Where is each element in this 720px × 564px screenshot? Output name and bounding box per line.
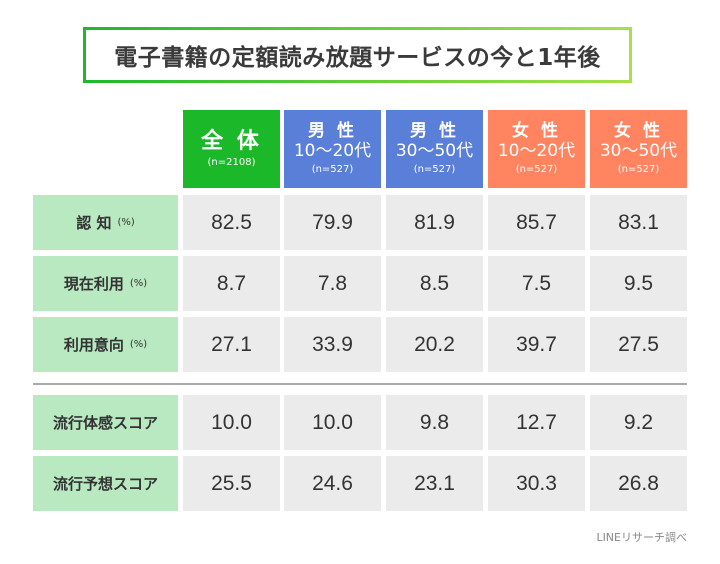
table-cell: 33.9 bbox=[284, 317, 381, 372]
table-cell: 82.5 bbox=[183, 195, 280, 250]
row-unit: (%) bbox=[117, 217, 135, 228]
column-sample-size: (n=527) bbox=[413, 164, 456, 176]
column-header: 男 性 10〜20代 (n=527) bbox=[284, 110, 381, 188]
column-header: 女 性 10〜20代 (n=527) bbox=[488, 110, 585, 188]
column-age-label: 10〜20代 bbox=[497, 140, 576, 161]
table-cell: 81.9 bbox=[386, 195, 483, 250]
divider bbox=[33, 383, 687, 385]
source-note: LINEリサーチ調べ bbox=[596, 531, 687, 544]
table-cell: 79.9 bbox=[284, 195, 381, 250]
table-cell: 7.5 bbox=[488, 256, 585, 311]
table-cell: 27.5 bbox=[590, 317, 687, 372]
table-cell: 26.8 bbox=[590, 456, 687, 511]
table-cell: 23.1 bbox=[386, 456, 483, 511]
table-cell: 9.8 bbox=[386, 395, 483, 450]
column-age-label: 30〜50代 bbox=[599, 140, 678, 161]
table-cell: 12.7 bbox=[488, 395, 585, 450]
row-label: 利用意向 (%) bbox=[33, 317, 178, 372]
column-sample-size: (n=527) bbox=[311, 164, 354, 176]
row-label: 認 知 (%) bbox=[33, 195, 178, 250]
row-unit: (%) bbox=[129, 339, 148, 350]
table-cell: 30.3 bbox=[488, 456, 585, 511]
row-label-text: 流行予想スコア bbox=[52, 475, 158, 493]
table-cell: 7.8 bbox=[284, 256, 381, 311]
title-box: 電子書籍の定額読み放題サービスの今と1年後 bbox=[83, 27, 632, 83]
row-label-text: 現在利用 bbox=[63, 275, 124, 293]
column-header: 男 性 30〜50代 (n=527) bbox=[386, 110, 483, 188]
column-age-label: 30〜50代 bbox=[395, 140, 474, 161]
row-label-text: 利用意向 bbox=[63, 336, 124, 354]
column-sample-size: (n=527) bbox=[617, 164, 660, 176]
column-group-label: 男 性 bbox=[410, 121, 459, 142]
column-group-label: 男 性 bbox=[308, 121, 357, 142]
row-label-text: 認 知 bbox=[76, 214, 112, 232]
table-cell: 10.0 bbox=[183, 395, 280, 450]
table-cell: 27.1 bbox=[183, 317, 280, 372]
table-cell: 24.6 bbox=[284, 456, 381, 511]
column-header: 全 体 (n=2108) bbox=[183, 110, 280, 188]
table-cell: 9.2 bbox=[590, 395, 687, 450]
column-group-label: 全 体 bbox=[201, 129, 262, 155]
page-title: 電子書籍の定額読み放題サービスの今と1年後 bbox=[114, 45, 601, 71]
column-sample-size: (n=527) bbox=[515, 164, 558, 176]
row-label: 流行予想スコア bbox=[33, 456, 178, 511]
table-cell: 9.5 bbox=[590, 256, 687, 311]
column-sample-size: (n=2108) bbox=[207, 157, 256, 169]
table-cell: 85.7 bbox=[488, 195, 585, 250]
table-cell: 25.5 bbox=[183, 456, 280, 511]
column-group-label: 女 性 bbox=[614, 121, 663, 142]
column-header: 女 性 30〜50代 (n=527) bbox=[590, 110, 687, 188]
row-label: 現在利用 (%) bbox=[33, 256, 178, 311]
table-cell: 8.7 bbox=[183, 256, 280, 311]
column-group-label: 女 性 bbox=[512, 121, 561, 142]
table-cell: 20.2 bbox=[386, 317, 483, 372]
table-cell: 8.5 bbox=[386, 256, 483, 311]
row-label: 流行体感スコア bbox=[33, 395, 178, 450]
table-cell: 10.0 bbox=[284, 395, 381, 450]
row-unit: (%) bbox=[129, 278, 148, 289]
column-age-label: 10〜20代 bbox=[293, 140, 372, 161]
table-cell: 39.7 bbox=[488, 317, 585, 372]
row-label-text: 流行体感スコア bbox=[52, 414, 158, 432]
table-cell: 83.1 bbox=[590, 195, 687, 250]
